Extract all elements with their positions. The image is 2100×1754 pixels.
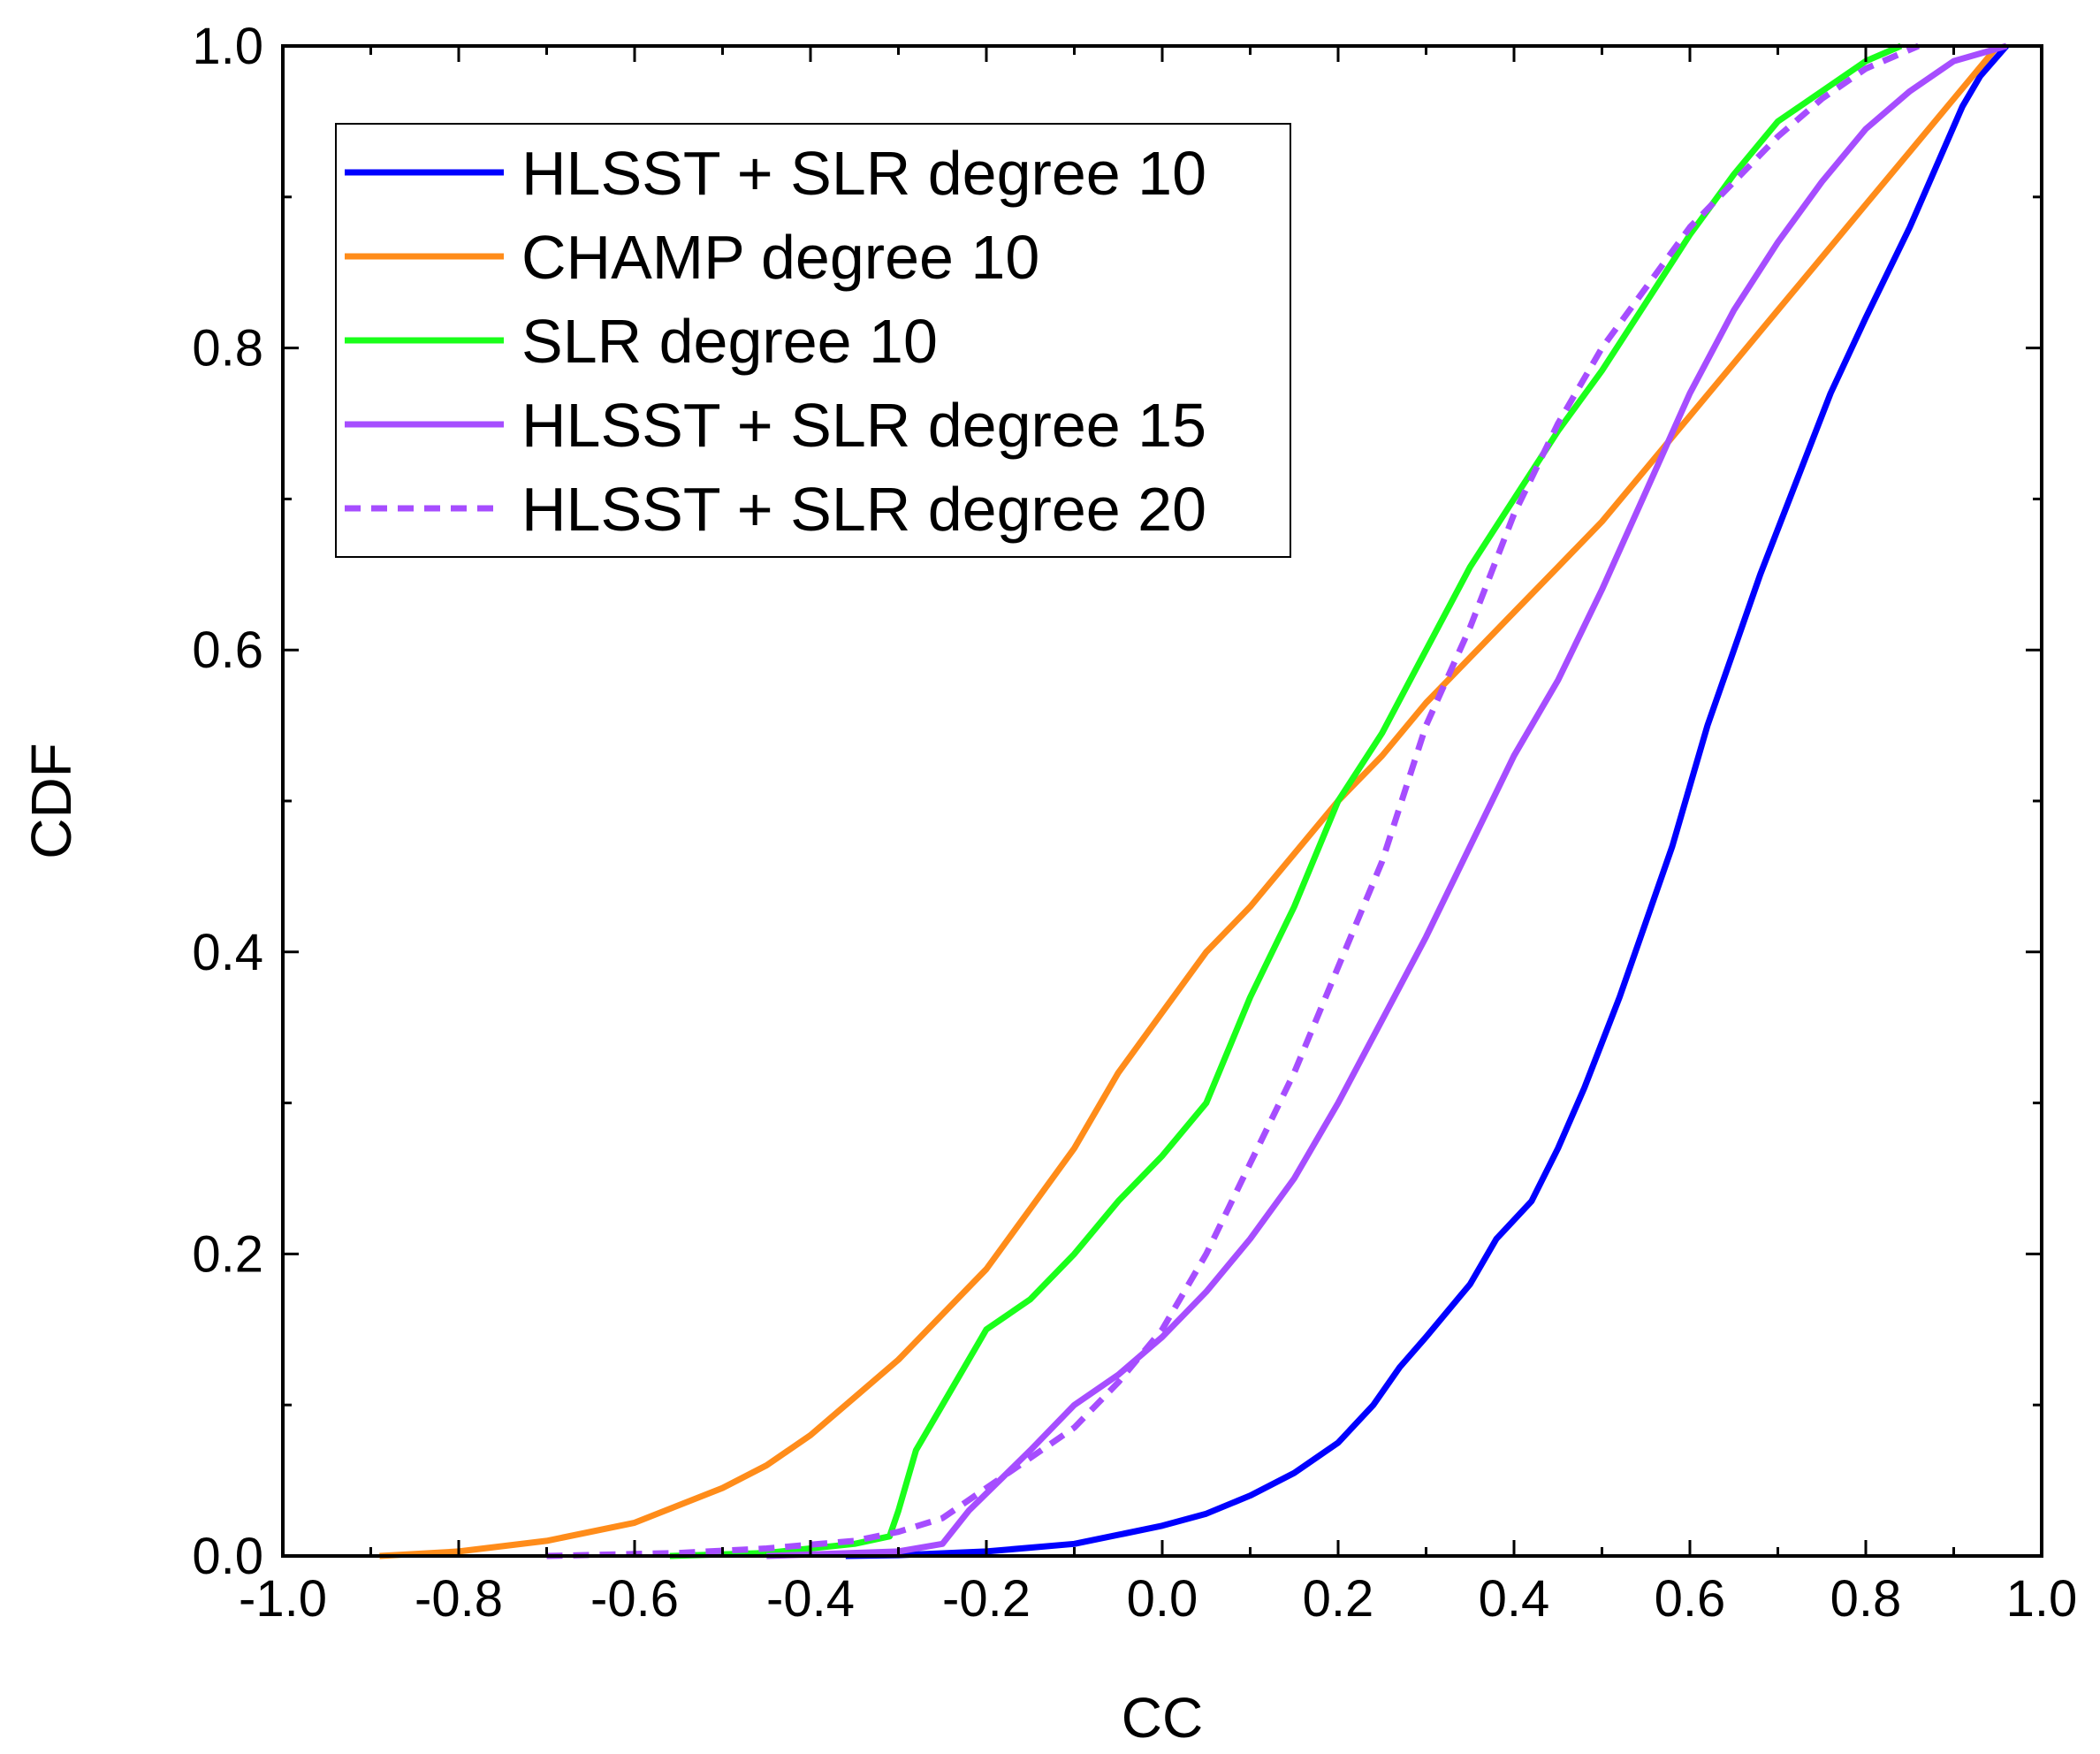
x-tick-label: 0.8 (1830, 1570, 1902, 1628)
legend-label: CHAMP degree 10 (521, 223, 1039, 292)
series-line-4 (766, 42, 2008, 1560)
x-tick-label: -0.8 (415, 1570, 503, 1628)
legend-label: HLSST + SLR degree 10 (521, 139, 1206, 208)
x-tick-label: -1.0 (239, 1570, 327, 1628)
y-tick-label: 0.6 (192, 622, 263, 679)
x-tick-label: -0.6 (590, 1570, 679, 1628)
x-tick-label: 0.6 (1655, 1570, 1726, 1628)
y-tick-label: 0.4 (192, 924, 263, 981)
x-tick-label: 0.4 (1479, 1570, 1550, 1628)
series-line-1 (845, 43, 2009, 1560)
y-tick-label: 1.0 (192, 18, 263, 75)
x-tick-label: -0.2 (942, 1570, 1031, 1628)
x-tick-label: -0.4 (766, 1570, 855, 1628)
series-layer (379, 42, 2009, 1560)
x-tick-label: 1.0 (2006, 1570, 2078, 1628)
legend-label: HLSST + SLR degree 15 (521, 391, 1206, 460)
x-tick-label: 0.2 (1303, 1570, 1374, 1628)
series-line-5 (546, 42, 1921, 1560)
ticks-layer: -1.0 -0.8 -0.6 -0.4 -0.2 0.0 0.2 0.4 0.6 0.8 1.0 0.… (192, 18, 2077, 1628)
y-axis-title: CDF (19, 743, 83, 859)
legend: HLSST + SLR degree 10 CHAMP degree 10 SLR … (335, 123, 1291, 558)
y-tick-label: 0.8 (192, 320, 263, 377)
series-line-2 (379, 43, 2000, 1560)
legend-label: SLR degree 10 (521, 307, 938, 376)
y-tick-label: 0.0 (192, 1528, 263, 1585)
x-axis-title: CC (1122, 1686, 1203, 1750)
legend-label: HLSST + SLR degree 20 (521, 475, 1206, 544)
x-tick-label: 0.0 (1127, 1570, 1198, 1628)
y-tick-label: 0.2 (192, 1225, 263, 1283)
